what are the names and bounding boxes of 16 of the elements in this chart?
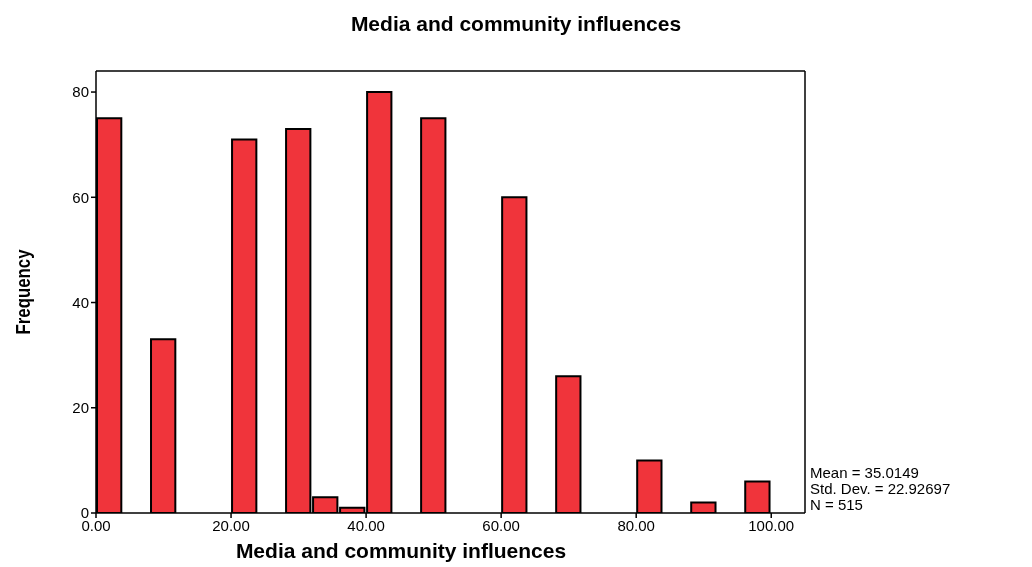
x-tick-label: 80.00 (617, 516, 655, 534)
y-tick-label: 20 (72, 399, 89, 417)
y-axis-title: Frequency (11, 249, 35, 334)
x-tick-label: 40.00 (347, 516, 385, 534)
x-axis-title: Media and community influences (234, 539, 568, 563)
text: Mean = 35.0149 (810, 464, 920, 481)
y-tick-label: 80 (72, 83, 89, 101)
y-tick-label: 60 (72, 188, 89, 206)
text: N = 515 (810, 496, 864, 513)
x-tick-label: 20.00 (212, 516, 250, 534)
text: Std. Dev. = 22.92697 (810, 480, 951, 497)
y-tick-label: 40 (72, 293, 89, 311)
y-tick-label: 0 (80, 504, 89, 522)
x-tick-label: 100.00 (748, 516, 795, 534)
chart-title: Media and community influences (349, 12, 683, 36)
x-tick-label: 60.00 (482, 516, 520, 534)
